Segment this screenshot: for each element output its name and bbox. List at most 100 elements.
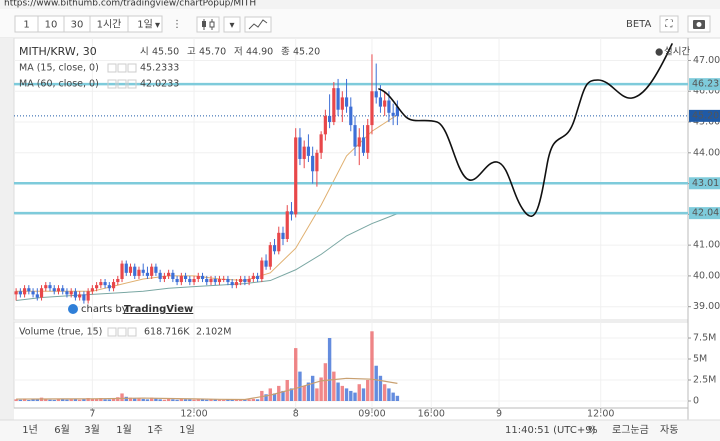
candle-body (196, 275, 200, 279)
volume-bar (111, 398, 116, 401)
legend-control[interactable] (107, 79, 117, 89)
candle-body (315, 152, 319, 172)
range-button[interactable]: 1주 (147, 425, 163, 436)
volume-legend-value: 618.716K (144, 327, 190, 338)
legend-control[interactable] (127, 79, 137, 89)
indicator-icon[interactable] (244, 16, 272, 33)
more-icon[interactable]: ⋮ (172, 19, 182, 30)
candle-body (14, 291, 18, 295)
volume-bar (310, 375, 315, 401)
legend-control[interactable] (107, 63, 117, 73)
ohlc-label: 종 (281, 47, 290, 58)
footer (0, 420, 720, 441)
price-tag-label: 43.01 (692, 178, 719, 189)
range-button[interactable]: 1일 (179, 424, 195, 436)
legend-control[interactable] (117, 79, 127, 89)
candle-body (154, 266, 158, 273)
volume-bar (319, 377, 323, 401)
volume-legend-name: Volume (true, 15) (19, 327, 102, 338)
volume-bar (82, 398, 86, 401)
volume-bar (251, 398, 256, 401)
plot (14, 54, 688, 401)
candle-body (344, 97, 349, 107)
candle-body (27, 288, 31, 292)
candle-body (31, 291, 35, 295)
drawing-curve (378, 43, 673, 218)
icon-line (248, 19, 268, 30)
volume-bar (378, 375, 383, 401)
legend-control[interactable] (117, 327, 127, 337)
watermark-prefix: charts by (81, 304, 128, 315)
volume-bar (196, 399, 200, 401)
candle-body (285, 211, 289, 239)
volume-bar (340, 385, 345, 401)
candle-body (179, 275, 183, 283)
y-tick-label: 45.00 (693, 117, 720, 128)
percent-toggle[interactable]: % (588, 425, 598, 436)
x-tick-label: 12:00 (180, 409, 207, 420)
dropdown-button[interactable] (223, 16, 241, 33)
icon-body (209, 21, 215, 28)
ma-legend-name: MA (60, close, 0) (19, 79, 99, 90)
volume-bar (116, 397, 120, 401)
candle-body (251, 275, 255, 279)
candle-body (120, 263, 124, 279)
volume-bar (154, 398, 158, 401)
candle-body (141, 269, 145, 273)
candle-body (391, 112, 395, 116)
range-button[interactable]: 6월 (54, 424, 70, 436)
icon-frame (244, 16, 272, 33)
price-tag-label: 42.04 (692, 208, 719, 219)
volume-bar (238, 399, 243, 401)
candle-body (361, 137, 366, 153)
range-button[interactable]: 1년 (22, 424, 38, 436)
candle-body (226, 278, 230, 283)
price-tag-label: 46.23 (692, 79, 719, 90)
candle-body (78, 294, 82, 298)
volume-y-tick-label: 0 (693, 396, 699, 407)
interval-label: 10 (45, 20, 58, 31)
ma-legend-name: MA (15, close, 0) (19, 63, 99, 74)
legend-control[interactable] (117, 63, 127, 73)
price-tag (689, 177, 720, 190)
log-toggle[interactable]: 로그눈금 (612, 424, 649, 436)
ma-legend-value: 45.2333 (140, 63, 179, 74)
interval-label: 1일 (137, 19, 153, 31)
volume-bar (264, 394, 268, 401)
fullscreen-button[interactable] (659, 15, 679, 33)
left-strip (0, 38, 14, 420)
candle-body (137, 269, 141, 276)
auto-toggle[interactable]: 자동 (660, 424, 678, 436)
legend-control[interactable] (127, 327, 137, 337)
candle-body (111, 282, 116, 289)
interval-button[interactable] (127, 15, 163, 33)
volume-bar (370, 331, 374, 401)
legend-control[interactable] (127, 63, 137, 73)
ohlc-value: 45.20 (293, 47, 320, 58)
volume-bar (99, 398, 103, 401)
candle-body (311, 155, 315, 172)
range-button[interactable]: 1월 (116, 424, 132, 436)
candle-body (217, 278, 222, 283)
candle-body (107, 285, 111, 289)
ohlc-value: 45.70 (199, 47, 226, 58)
candle-body (349, 106, 353, 126)
range-button[interactable]: 3월 (84, 424, 100, 436)
volume-bar (260, 390, 264, 401)
candle-type-icon[interactable] (196, 16, 220, 33)
volume-bar (234, 399, 239, 401)
candle-body (366, 125, 370, 153)
volume-y-tick-label: 2.5M (693, 375, 716, 386)
candle-body (294, 137, 298, 215)
volume-bar (183, 399, 188, 401)
volume-bar (188, 399, 192, 401)
volume-bar (65, 399, 69, 401)
volume-ma-line (16, 377, 398, 401)
watermark-logo (68, 304, 78, 314)
legend-control[interactable] (107, 327, 117, 337)
candle-body (18, 291, 22, 295)
candle-body (167, 272, 171, 276)
candle-body (387, 100, 391, 113)
x-tick-label: 12:00 (587, 409, 614, 420)
